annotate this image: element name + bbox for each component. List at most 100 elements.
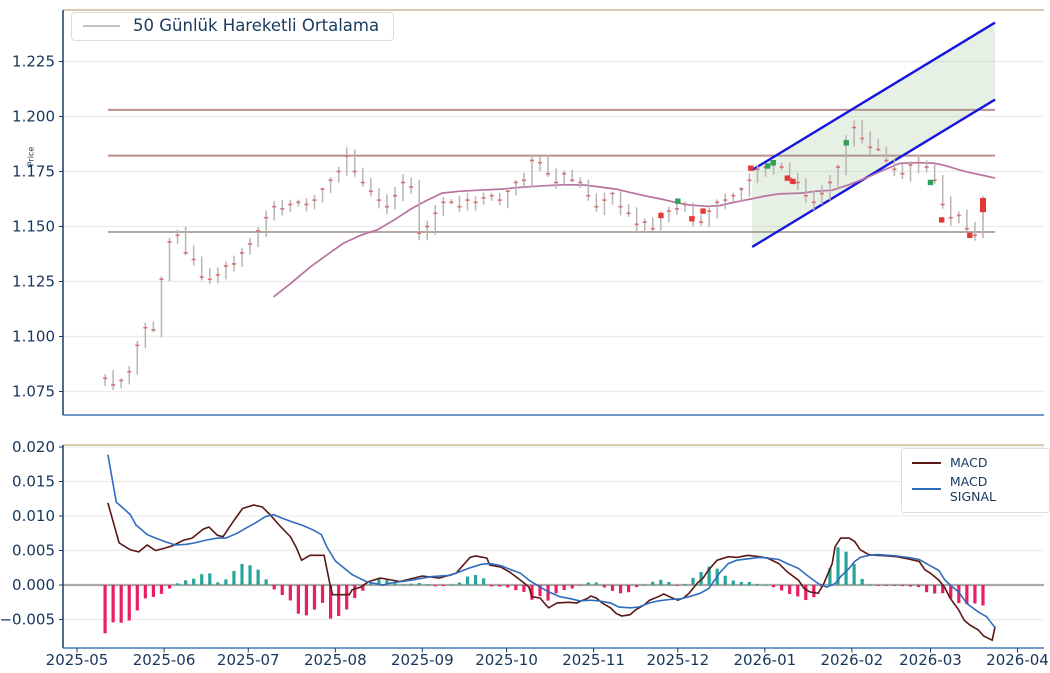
x-tick-label: 2025-06 [133, 651, 196, 669]
x-tick-label: 2025-11 [562, 651, 625, 669]
macd-histogram-bar [981, 585, 985, 606]
x-tick-label: 2026-03 [899, 651, 962, 669]
macd-histogram-bar [602, 585, 607, 588]
macd-histogram-bar [449, 584, 454, 586]
macd-histogram-bar [328, 585, 333, 619]
macd-histogram-bar [699, 572, 703, 585]
macd-histogram-bar [465, 576, 470, 585]
macd-histogram-bar [296, 585, 300, 614]
macd-y-tick-label: −0.005 [0, 611, 55, 629]
moving-average-line [272, 161, 996, 298]
macd-histogram-bar [586, 582, 590, 585]
macd-histogram-bar [683, 584, 687, 585]
macd-histogram-bar [739, 581, 743, 585]
macd-y-tick-label: 0.015 [12, 473, 55, 491]
macd-histogram-bar [490, 585, 494, 587]
macd-histogram-bar [256, 569, 260, 585]
macd-histogram-bar [618, 585, 623, 594]
macd-histogram-bar [949, 585, 953, 599]
price-y-tick-label: 1.125 [12, 273, 55, 291]
macd-histogram-bar [361, 585, 365, 591]
macd-histogram-bar [747, 581, 752, 585]
macd-histogram-bar [320, 585, 325, 603]
macd-histogram-bar [570, 585, 574, 589]
macd-histogram-bar [127, 585, 131, 621]
x-tick-label: 2026-04 [986, 651, 1049, 669]
macd-histogram-bar [175, 583, 180, 585]
macd-histogram-bar [731, 580, 735, 585]
macd-signal-legend-label: MACD SIGNAL [949, 474, 997, 504]
macd-histogram-bar [184, 580, 188, 585]
signal-marker-down [967, 232, 973, 238]
macd-histogram-bar [345, 585, 349, 610]
macd-histogram-bar [425, 584, 429, 585]
macd-histogram-bar [506, 585, 510, 588]
macd-histogram-bar [941, 585, 945, 594]
macd-histogram-bar [957, 585, 961, 604]
macd-histogram-bar [659, 579, 663, 585]
macd-histogram-bar [852, 563, 856, 585]
macd-y-tick-label: 0.010 [12, 507, 55, 525]
macd-histogram-bar [111, 585, 115, 623]
macd-histogram-bar [240, 563, 244, 585]
signal-marker-down [689, 216, 695, 222]
macd-histogram-bar [836, 547, 840, 585]
macd-histogram-bar [208, 573, 212, 585]
macd-histogram-bar [304, 585, 309, 616]
macd-histogram-bar [933, 585, 937, 594]
macd-histogram-bar [369, 583, 373, 585]
x-tick-label: 2025-05 [46, 651, 109, 669]
macd-histogram-bar [562, 585, 566, 590]
macd-histogram-bar [900, 585, 905, 587]
macd-histogram-bar [288, 585, 292, 601]
macd-signal-line [107, 454, 996, 629]
macd-histogram-bar [868, 584, 872, 586]
signal-marker-down [784, 175, 790, 181]
macd-histogram-bar [804, 585, 808, 601]
macd-histogram-bar [626, 585, 631, 593]
price-y-tick-label: 1.225 [12, 53, 55, 71]
macd-histogram-bar [908, 585, 913, 587]
macd-histogram-bar [135, 585, 139, 611]
macd-histogram-bar [103, 585, 107, 634]
last-candle-body [979, 197, 986, 213]
macd-histogram-bar [675, 585, 679, 586]
macd-legend: MACD MACD SIGNAL [901, 448, 1050, 513]
macd-histogram-bar [796, 585, 800, 597]
macd-legend-label: MACD [950, 455, 988, 470]
price-y-tick-label: 1.200 [12, 108, 55, 126]
macd-histogram-bar [667, 581, 671, 585]
macd-histogram-bar [763, 584, 768, 586]
macd-y-tick-label: 0.005 [12, 542, 55, 560]
macd-histogram-bar [216, 582, 220, 585]
macd-histogram-bar [167, 585, 172, 589]
macd-histogram-bar [892, 585, 896, 586]
x-tick-label: 2025-07 [217, 651, 280, 669]
macd-legend-row-signal: MACD SIGNAL [912, 474, 1037, 504]
macd-histogram-bar [192, 578, 196, 585]
signal-marker-down [939, 217, 945, 223]
macd-histogram-bar [771, 585, 776, 588]
trend-channel-lower-line [751, 98, 996, 248]
ma-legend-line-swatch [83, 24, 120, 27]
signal-marker-down [790, 178, 796, 185]
macd-histogram-bar [916, 585, 921, 588]
macd-histogram-bar [578, 585, 582, 586]
macd-histogram-bar [755, 583, 760, 585]
macd-histogram-bar [264, 579, 268, 585]
macd-histogram-bar [546, 585, 550, 601]
price-y-tick-label: 1.100 [12, 328, 55, 346]
macd-histogram-bar [973, 585, 977, 604]
macd-histogram-bar [925, 585, 929, 593]
macd-histogram-bar [232, 570, 236, 585]
macd-histogram-bar [159, 585, 164, 594]
macd-histogram-bar [554, 585, 558, 594]
macd-histogram-bar [248, 565, 252, 585]
macd-histogram-bar [965, 585, 969, 605]
macd-histogram-bar [200, 574, 204, 585]
macd-histogram-bar [393, 583, 397, 585]
signal-marker-up [770, 160, 776, 166]
x-tick-label: 2025-08 [304, 651, 367, 669]
signal-marker-up [675, 198, 681, 204]
